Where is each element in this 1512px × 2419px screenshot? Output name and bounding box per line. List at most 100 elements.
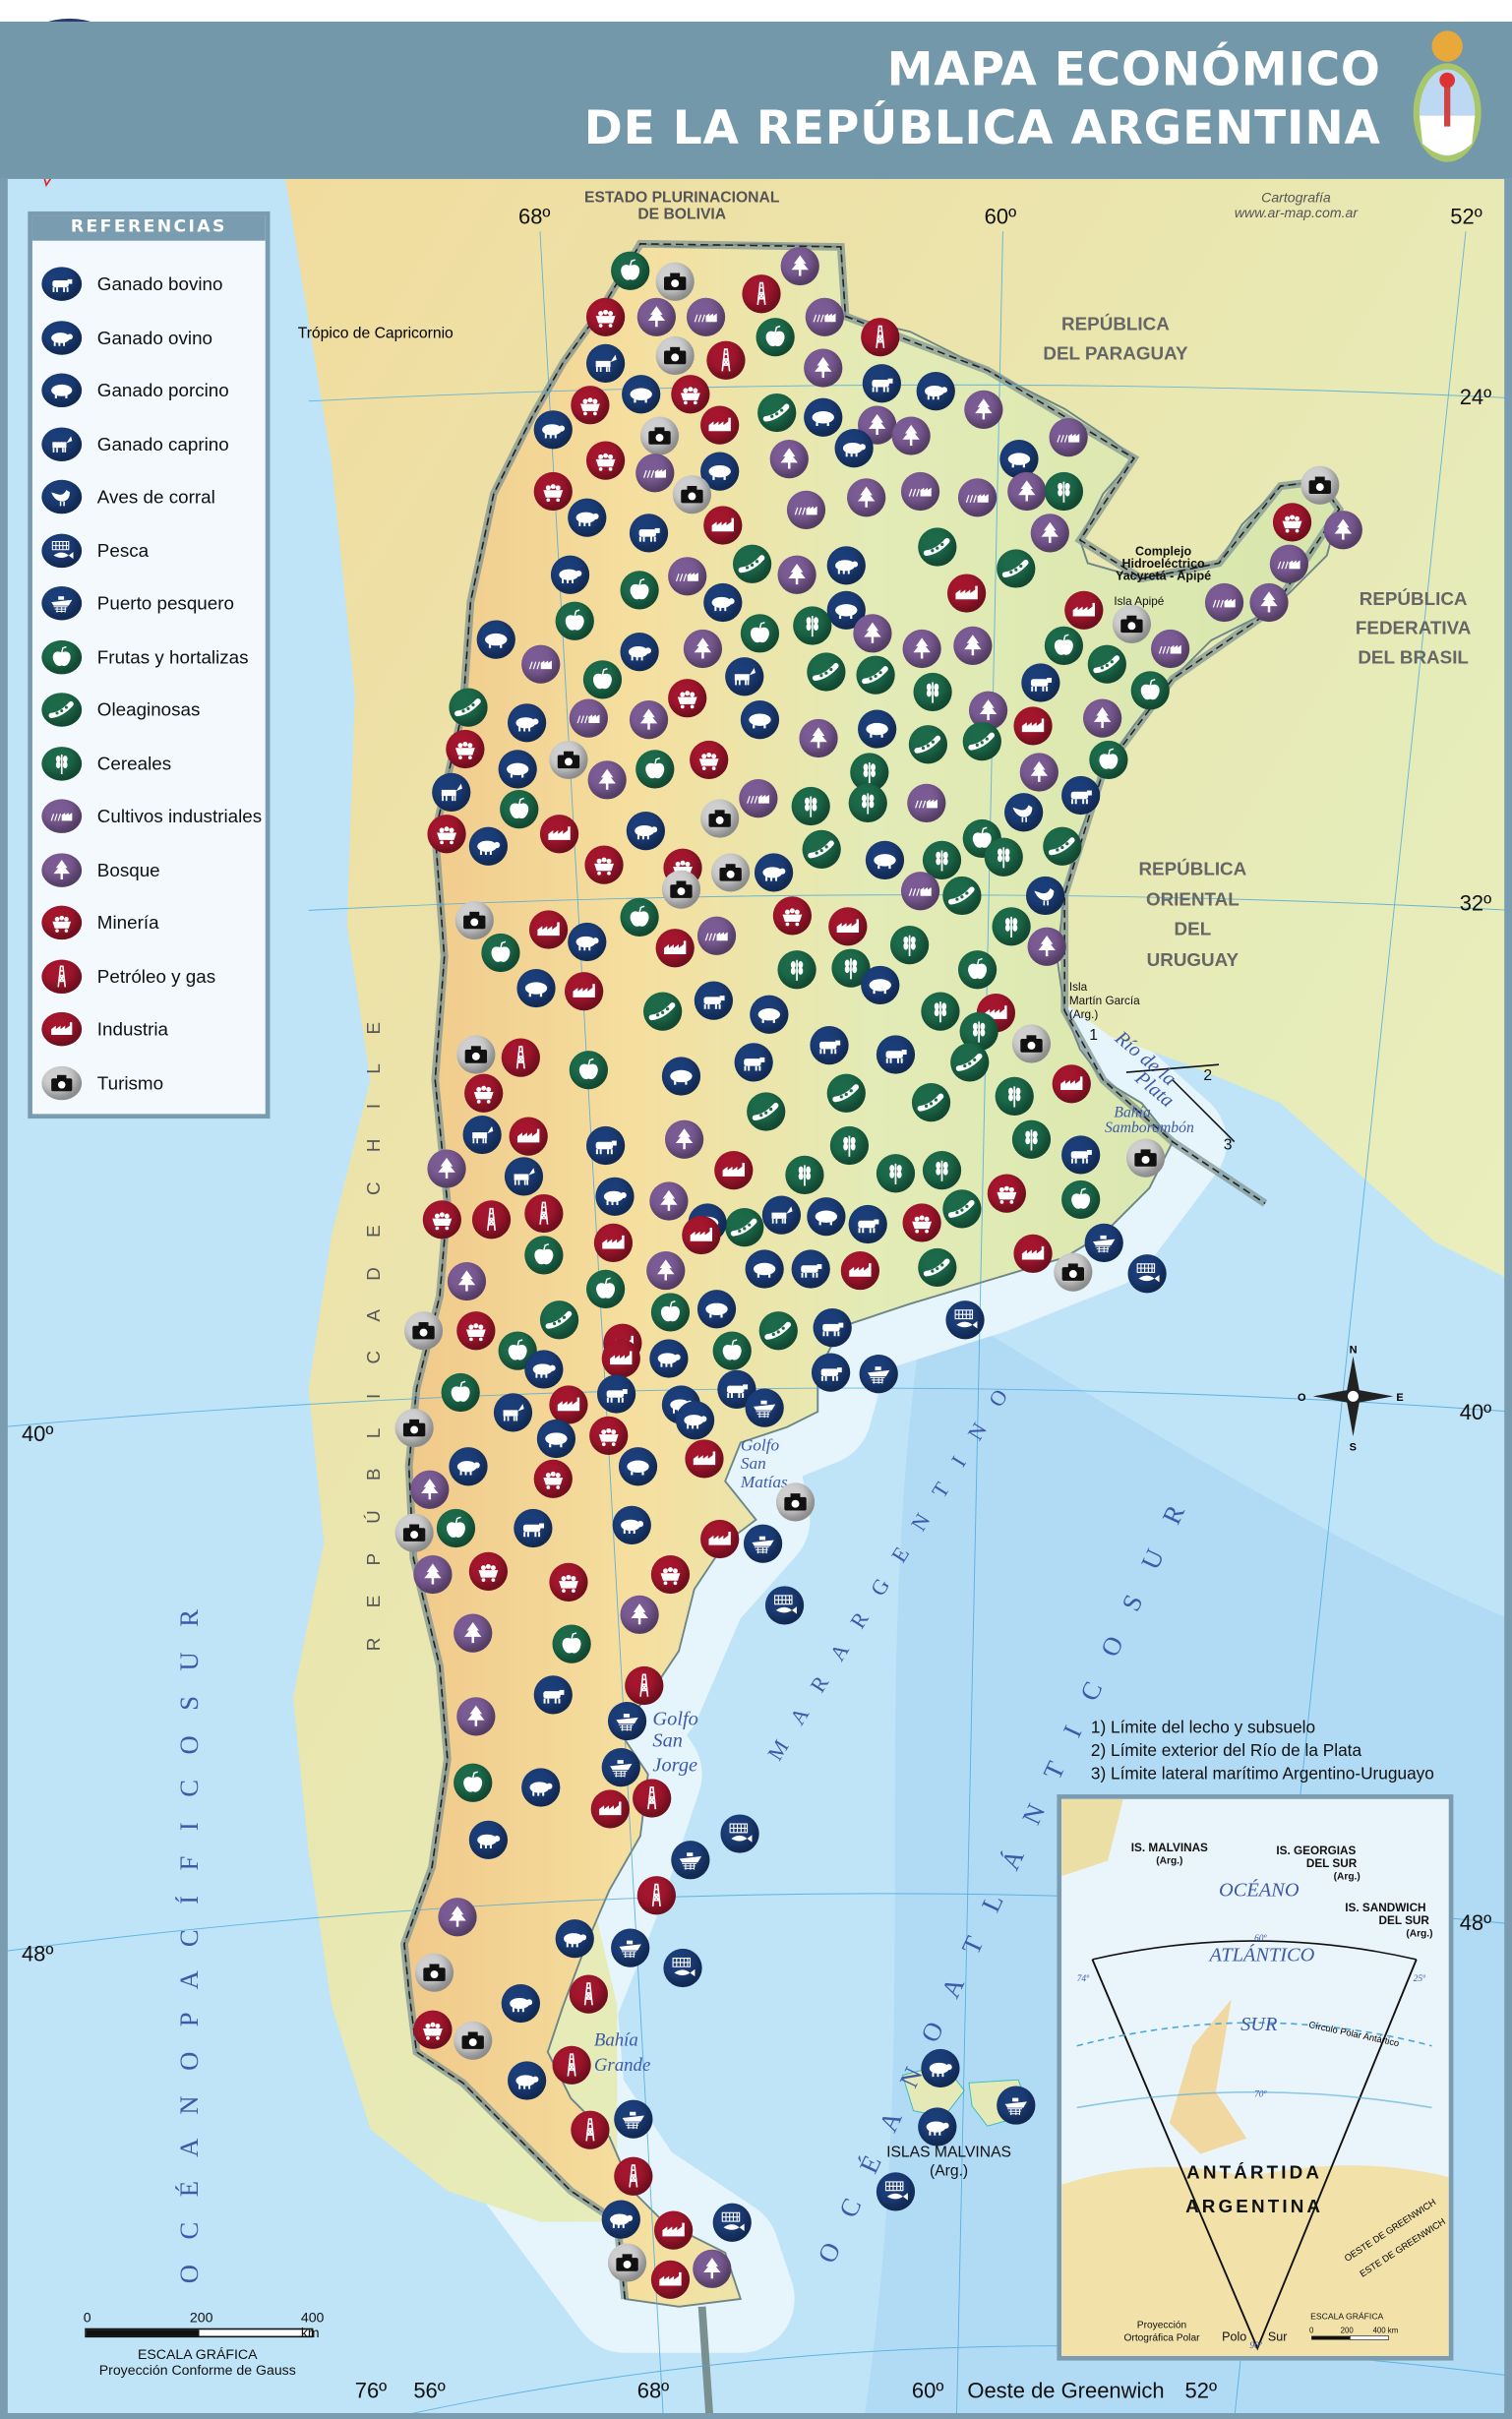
map-marker-crop-factory-icon [786,489,825,529]
map-marker-fishing-boat-icon [996,2085,1035,2124]
map-marker-apple-icon [1088,740,1127,779]
map-marker-soy-pod-icon [825,1072,866,1113]
map-marker-pig-icon [865,839,904,879]
legend-item: Pesca [41,530,149,571]
map-marker-crop-factory-icon [696,915,736,955]
inset-ocean-3: SUR [1240,2014,1278,2035]
map-marker-camera-icon [699,798,739,837]
map-marker-apple-icon [582,659,622,698]
map-marker-tree-icon [803,347,842,387]
map-marker-apple-icon [440,1372,479,1412]
map-marker-wheat-icon [1011,1119,1051,1159]
legend-item: Ganado ovino [41,317,212,357]
inset-scale-400: 400 km [1373,2326,1399,2334]
map-marker-apple-icon [1044,625,1083,665]
map-marker-crop-factory-icon [738,778,777,817]
map-marker-factory-icon [528,909,568,948]
map-marker-oil-derrick-icon [635,1875,676,1914]
map-marker-factory-icon [1063,589,1103,630]
map-marker-cow-icon [861,363,901,402]
map-marker-soy-pod-icon [724,1207,763,1246]
legend-item: Bosque [41,849,160,889]
map-marker-sheep-icon [554,1918,594,1958]
map-marker-mine-cart-icon [1272,502,1311,541]
inset-lon-74: 74º [1077,1974,1090,1984]
map-marker-camera-icon [654,261,694,301]
map-marker-crop-factory-icon [568,697,608,737]
factory-icon [41,1011,83,1047]
map-marker-camera-icon [1300,464,1339,505]
map-marker-cow-icon [1060,1134,1100,1174]
compass-n: N [1350,1344,1358,1356]
map-marker-fishing-boat-icon [743,1523,782,1563]
map-marker-chicken-icon [1003,792,1043,831]
map-marker-camera-icon [672,474,711,514]
map-marker-wheat-icon [792,605,831,644]
map-marker-cow-icon [790,1248,830,1288]
san-jorge-label-3: Jorge [652,1755,697,1777]
map-marker-tree-icon [455,1696,495,1735]
map-marker-sheep-icon [520,1767,560,1806]
map-marker-tree-icon [1026,926,1065,966]
map-marker-tree-icon [447,1261,486,1300]
map-marker-sheep-icon [468,825,508,866]
map-marker-tree-icon [1029,513,1069,552]
map-marker-pig-icon [475,619,515,658]
map-marker-soy-pod-icon [941,876,981,915]
map-marker-goat-icon [431,771,470,812]
lon-label-bottom-52: 52º [1184,2377,1217,2402]
san-matias-label-3: Matías [740,1473,788,1491]
map-marker-mine-cart-icon [455,1310,495,1350]
map-marker-pig-icon [661,1056,700,1095]
camera-icon [41,1064,83,1100]
lat-label-32: 32º [1459,889,1492,916]
limit-number-2: 2 [1203,1067,1212,1084]
map-marker-apple-icon [740,613,779,652]
map-marker-sheep-icon [702,582,742,622]
lat-label-24: 24º [1459,384,1492,409]
map-marker-camera-icon [393,1512,433,1552]
map-marker-goat-icon [761,1194,801,1234]
samborombon-label-2: Samborombón [1105,1119,1194,1136]
map-marker-mine-cart-icon [667,678,706,717]
map-marker-camera-icon [453,2020,492,2060]
map-marker-sheep-icon [825,545,866,584]
map-marker-wheat-icon [991,906,1030,945]
map-marker-apple-icon [480,933,519,972]
map-marker-soy-pod-icon [917,1247,956,1287]
map-marker-mine-cart-icon [532,1458,573,1498]
map-marker-sheep-icon [500,1983,540,2023]
map-marker-factory-icon [681,1215,720,1254]
uruguay-line3: DEL [1174,918,1212,940]
map-marker-camera-icon [414,1952,454,1992]
map-marker-cow-icon [812,1307,851,1347]
map-marker-factory-icon [684,1438,723,1478]
map-marker-fish-net-icon [764,1585,804,1624]
map-marker-soy-pod-icon [642,991,682,1030]
map-marker-factory-icon [600,1338,640,1377]
map-marker-apple-icon [585,1269,625,1308]
map-marker-fishing-boat-icon [858,1354,898,1393]
inset-sandwich-1: IS. SANDWICH [1345,1902,1425,1914]
inset-sandwich-2: DEL SUR [1379,1914,1430,1927]
map-marker-soy-pod-icon [539,1300,578,1339]
map-marker-factory-icon [654,928,694,967]
border-dashes [403,243,1341,2299]
map-marker-pig-icon [497,749,537,788]
sheep-icon [41,320,83,354]
map-marker-oil-derrick-icon [471,1199,511,1239]
map-marker-factory-icon [1012,705,1052,745]
inset-projection-1: Proyección [1137,2321,1186,2331]
bolivia-line2: DE BOLIVIA [637,207,727,224]
legend-item-label: Cereales [96,752,172,774]
map-marker-oil-derrick-icon [705,339,745,380]
note-1: 1) Límite del lecho y subsuelo [1090,1719,1316,1738]
map-marker-tree-icon [635,296,676,336]
map-marker-wheat-icon [920,991,959,1030]
map-marker-tree-icon [798,718,837,757]
map-marker-sheep-icon [523,1349,563,1388]
inset-malvinas-2: (Arg.) [1156,1856,1182,1867]
credit-line1: Cartografía [1261,189,1331,206]
legend-title: REFERENCIAS [31,215,266,241]
